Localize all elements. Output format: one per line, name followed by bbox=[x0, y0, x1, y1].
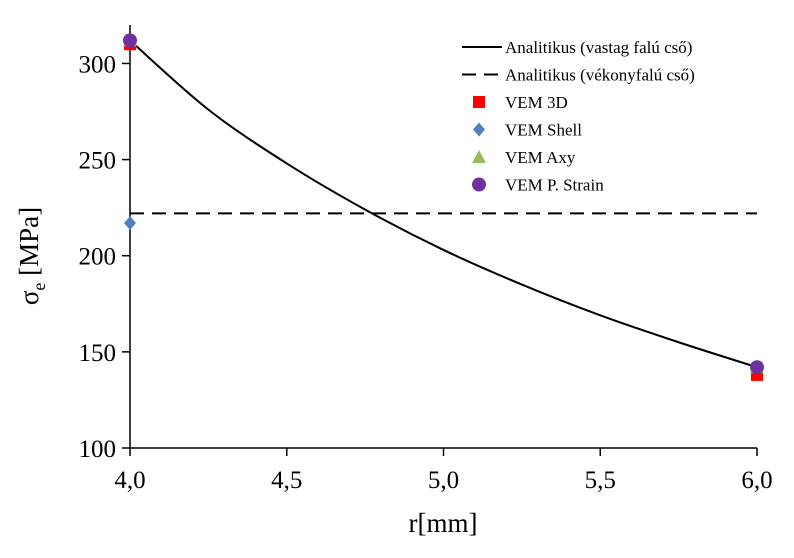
legend-label: VEM P. Strain bbox=[505, 176, 604, 195]
legend-label: Analitikus (vékonyfalú cső) bbox=[505, 66, 695, 85]
x-tick-label: 5,0 bbox=[428, 467, 459, 494]
legend-swatch-marker bbox=[472, 150, 486, 163]
x-tick-label: 4,5 bbox=[271, 467, 302, 494]
y-axis-title-unit: [MPa] bbox=[14, 207, 44, 283]
y-tick-label: 250 bbox=[79, 148, 117, 175]
y-tick-label: 200 bbox=[79, 244, 117, 271]
data-point-vem-shell bbox=[124, 216, 136, 231]
legend: Analitikus (vastag falú cső) Analitikus (… bbox=[462, 38, 695, 195]
legend-label: VEM 3D bbox=[505, 93, 568, 112]
series-line-analitikus-vastag-falu-cso bbox=[129, 39, 758, 369]
data-point-vem-p-strain bbox=[123, 33, 137, 48]
legend-swatch-marker bbox=[473, 122, 485, 137]
legend-label: Analitikus (vastag falú cső) bbox=[505, 38, 692, 57]
axis-ticks: 100 150 200 250 300 4,0 4,5 5,0 5,5 6,0 bbox=[79, 51, 773, 494]
legend-swatch-marker bbox=[473, 96, 485, 108]
y-tick-label: 150 bbox=[79, 340, 117, 367]
legend-swatch-marker bbox=[472, 177, 486, 192]
x-tick-label: 5,5 bbox=[585, 467, 616, 494]
x-tick-label: 4,0 bbox=[114, 467, 145, 494]
legend-label: VEM Axy bbox=[505, 148, 576, 167]
y-axis-title-symbol: σ bbox=[14, 290, 44, 305]
markers-layer bbox=[123, 33, 764, 381]
y-tick-label: 300 bbox=[79, 51, 117, 78]
data-point-vem-p-strain bbox=[750, 360, 764, 375]
plot-area bbox=[129, 25, 757, 449]
series-layer bbox=[129, 39, 758, 369]
x-tick-label: 6,0 bbox=[741, 467, 772, 494]
y-tick-label: 100 bbox=[79, 436, 117, 463]
y-axis-title: σe [MPa] bbox=[14, 207, 49, 305]
x-axis-title: r[mm] bbox=[409, 508, 478, 538]
y-axis-title-subscript: e bbox=[29, 283, 49, 291]
legend-label: VEM Shell bbox=[505, 121, 582, 140]
